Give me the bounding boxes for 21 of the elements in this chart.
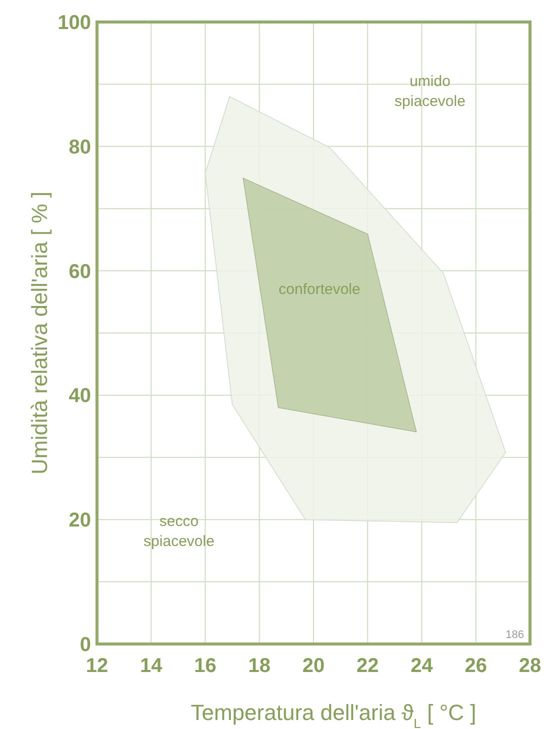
y-tick-label: 20 [68, 510, 91, 532]
x-tick-label: 14 [140, 655, 164, 677]
annotation: 186 [506, 629, 524, 641]
x-axis-title: Temperatura dell'aria ϑ$_{L}$ [ °C ] [190, 700, 476, 729]
annotation: confortevole [278, 281, 360, 298]
y-tick-label: 40 [68, 385, 91, 408]
y-tick-label: 60 [68, 260, 91, 283]
x-tick-label: 24 [410, 655, 434, 677]
x-tick-label: 16 [194, 655, 216, 677]
annotation: secco spiacevole [144, 513, 214, 550]
x-tick-label: 28 [518, 655, 542, 677]
y-tick-label: 0 [80, 634, 91, 656]
annotation: umido spiacevole [394, 73, 466, 110]
x-tick-label: 12 [86, 655, 108, 677]
x-tick-label: 26 [464, 655, 487, 677]
x-tick-label: 18 [248, 655, 270, 677]
x-tick-label: 22 [356, 655, 379, 677]
y-tick-label: 100 [58, 12, 91, 34]
y-tick-label: 80 [68, 136, 91, 158]
x-tick-label: 20 [302, 655, 325, 677]
y-axis-title: Umidità relativa dell'aria [ % ] [27, 192, 52, 474]
